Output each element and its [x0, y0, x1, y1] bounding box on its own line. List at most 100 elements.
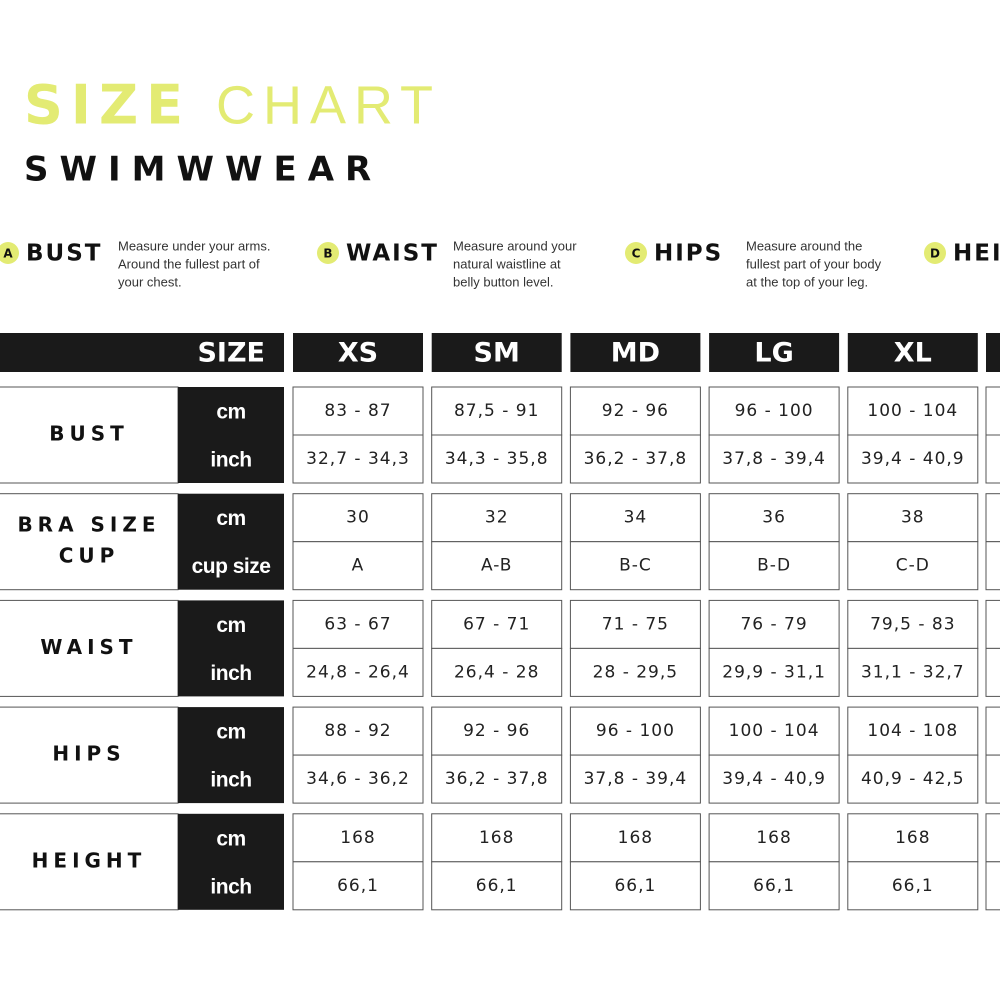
value: 100 - 104 — [729, 721, 820, 741]
value-cell — [708, 599, 840, 649]
value: 39,4 - 40,9 — [861, 449, 965, 469]
value: 168 — [756, 828, 791, 848]
row-label: CUP — [59, 544, 120, 568]
cropped-cell — [985, 647, 1000, 697]
measure-badge — [317, 242, 339, 264]
value: 66,1 — [892, 876, 934, 896]
size-header-bar — [847, 333, 978, 372]
size-header: LG — [754, 338, 793, 369]
measure-badge — [625, 242, 647, 264]
value-cell — [569, 599, 701, 649]
value: 34,6 - 36,2 — [306, 769, 410, 789]
row-label: WAIST — [40, 635, 137, 659]
unit-box — [178, 813, 284, 910]
title-light: CHART — [216, 75, 441, 135]
value-cell — [292, 647, 424, 697]
value-cell — [708, 493, 840, 543]
value-cell — [431, 493, 563, 543]
value-cell — [708, 813, 840, 863]
unit-label: inch — [210, 662, 251, 685]
row-label: HEIGHT — [32, 848, 147, 872]
value: 92 - 96 — [463, 721, 530, 741]
cropped-cell — [985, 493, 1000, 543]
value: 32,7 - 34,3 — [306, 449, 410, 469]
row-label: BRA SIZE — [17, 513, 160, 537]
value-cell — [431, 861, 563, 911]
size-header: SM — [474, 338, 520, 369]
value: 63 - 67 — [324, 614, 391, 634]
value: A — [352, 556, 365, 576]
unit-label: cm — [216, 614, 245, 637]
value: B-D — [757, 556, 791, 576]
value-cell — [292, 541, 424, 591]
value: 67 - 71 — [463, 614, 530, 634]
value-cell — [847, 493, 979, 543]
value: 34 — [624, 508, 648, 528]
cropped-cell — [985, 386, 1000, 436]
measure-description: natural waistline at — [453, 256, 561, 271]
unit-label: inch — [210, 449, 251, 472]
value: A-B — [481, 556, 512, 576]
measure-description: Measure under your arms. — [118, 238, 270, 253]
measure-description: fullest part of your body — [746, 256, 882, 271]
value: C-D — [896, 556, 930, 576]
value: 26,4 - 28 — [454, 662, 539, 682]
unit-label: cm — [216, 827, 245, 850]
value: 96 - 100 — [596, 721, 675, 741]
value-cell — [292, 493, 424, 543]
size-header-bar — [293, 333, 423, 372]
value: 66,1 — [614, 876, 656, 896]
size-header: SIZE — [197, 338, 265, 369]
cropped-cell — [985, 861, 1000, 911]
measure-name: HIPS — [654, 241, 723, 267]
unit-box — [178, 493, 284, 590]
row-label-box — [0, 813, 179, 911]
value-cell — [708, 541, 840, 591]
value-cell — [569, 813, 701, 863]
value: 168 — [479, 828, 514, 848]
value-cell — [847, 754, 979, 804]
value-cell — [847, 386, 979, 436]
value: 29,9 - 31,1 — [722, 662, 826, 682]
value-cell — [431, 599, 563, 649]
value-cell — [847, 434, 979, 484]
value-cell — [431, 647, 563, 697]
value-cell — [569, 434, 701, 484]
row-label-box — [0, 599, 179, 697]
value: 87,5 - 91 — [454, 401, 539, 421]
value: 30 — [346, 508, 370, 528]
subtitle: SWIMWWEAR — [24, 150, 382, 190]
value: 36,2 - 37,8 — [584, 449, 688, 469]
unit-label: cup size — [192, 555, 271, 578]
measure-letter: A — [3, 247, 13, 261]
value-cell — [847, 647, 979, 697]
value: 168 — [895, 828, 930, 848]
measure-name: BUST — [26, 241, 102, 267]
value-cell — [569, 541, 701, 591]
measure-letter: C — [632, 247, 641, 261]
value-cell — [569, 706, 701, 756]
size-header: XS — [338, 338, 378, 369]
cropped-cell — [985, 813, 1000, 863]
unit-box — [178, 600, 284, 697]
value: 104 - 108 — [867, 721, 958, 741]
unit-label: cm — [216, 721, 245, 744]
value: 76 - 79 — [740, 614, 807, 634]
value: 28 - 29,5 — [593, 662, 678, 682]
measure-badge — [0, 242, 19, 264]
value: 38 — [901, 508, 925, 528]
value: 92 - 96 — [602, 401, 669, 421]
value-cell — [708, 434, 840, 484]
value: 36 — [762, 508, 786, 528]
value: 66,1 — [337, 876, 379, 896]
cropped-cell — [985, 599, 1000, 649]
value-cell — [847, 861, 979, 911]
value: 88 - 92 — [324, 721, 391, 741]
row-label-box — [0, 493, 179, 591]
size-header-bar — [431, 333, 562, 372]
measure-badge — [924, 242, 946, 264]
value-cell — [431, 541, 563, 591]
measure-name: WAIST — [346, 241, 439, 267]
measure-name: HEIGHT — [953, 241, 1000, 267]
